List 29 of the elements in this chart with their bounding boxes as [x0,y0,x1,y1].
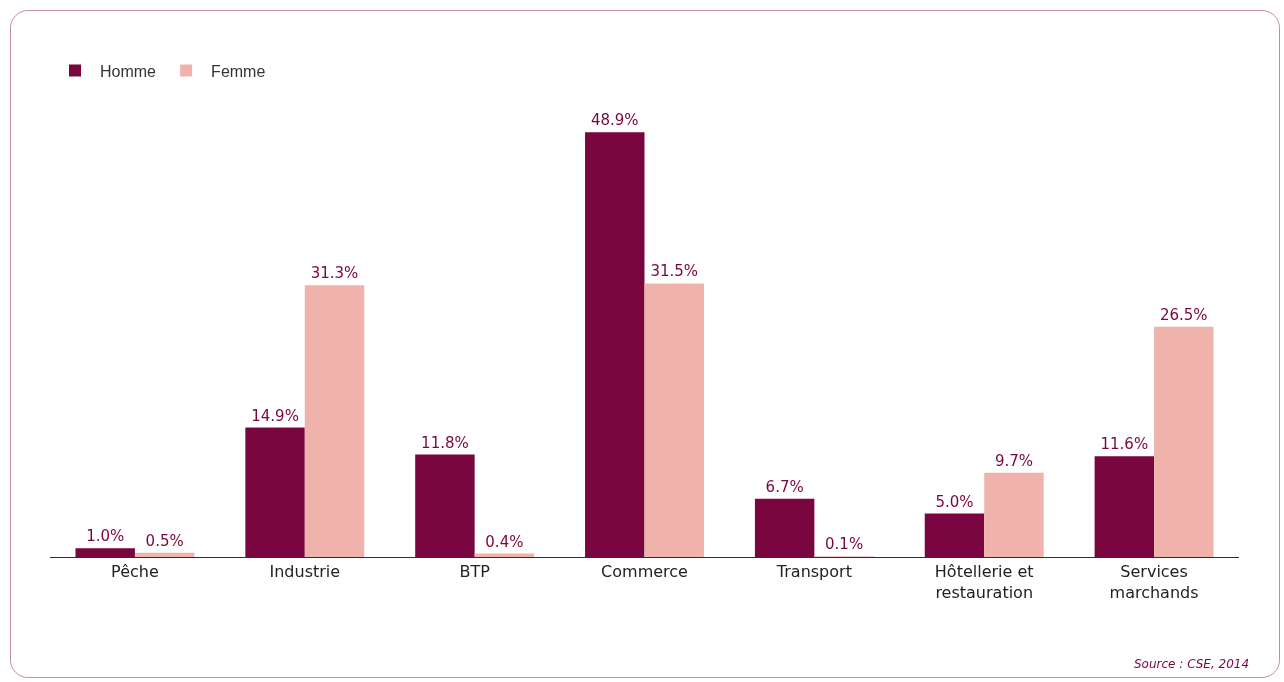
data-label: 14.9% [251,406,299,425]
x-tick-label: Hôtellerie et restauration [934,562,1034,602]
data-label: 1.0% [86,527,125,546]
bar [984,472,1044,557]
data-label: 9.7% [994,451,1033,470]
source-note: Source : CSE, 2014 [1134,657,1250,671]
data-label: 0.5% [145,531,184,550]
bar [304,285,365,557]
data-label: 0.4% [485,532,524,551]
data-label: 11.8% [421,433,469,452]
x-tick-label: Services marchands [1109,562,1199,602]
x-tick-label: Commerce [601,562,688,582]
data-label: 31.5% [650,262,699,281]
x-tick-label: Pêche [111,562,159,582]
bar [1154,326,1214,557]
bar [644,283,704,557]
x-tick-label: Transport [775,562,852,582]
legend-label: Homme [100,62,157,80]
data-label: 48.9% [590,111,639,130]
data-label: 31.3% [310,264,359,283]
data-label: 26.5% [1159,305,1208,324]
bar [134,552,195,557]
x-tick-label: BTP [459,562,491,582]
x-tick-label: Industrie [269,562,341,582]
data-label: 11.6% [1100,435,1149,454]
data-label: 6.7% [765,477,804,496]
data-label: 5.0% [935,492,974,511]
legend-label: Femme [211,62,266,80]
data-label: 0.1% [825,535,864,554]
